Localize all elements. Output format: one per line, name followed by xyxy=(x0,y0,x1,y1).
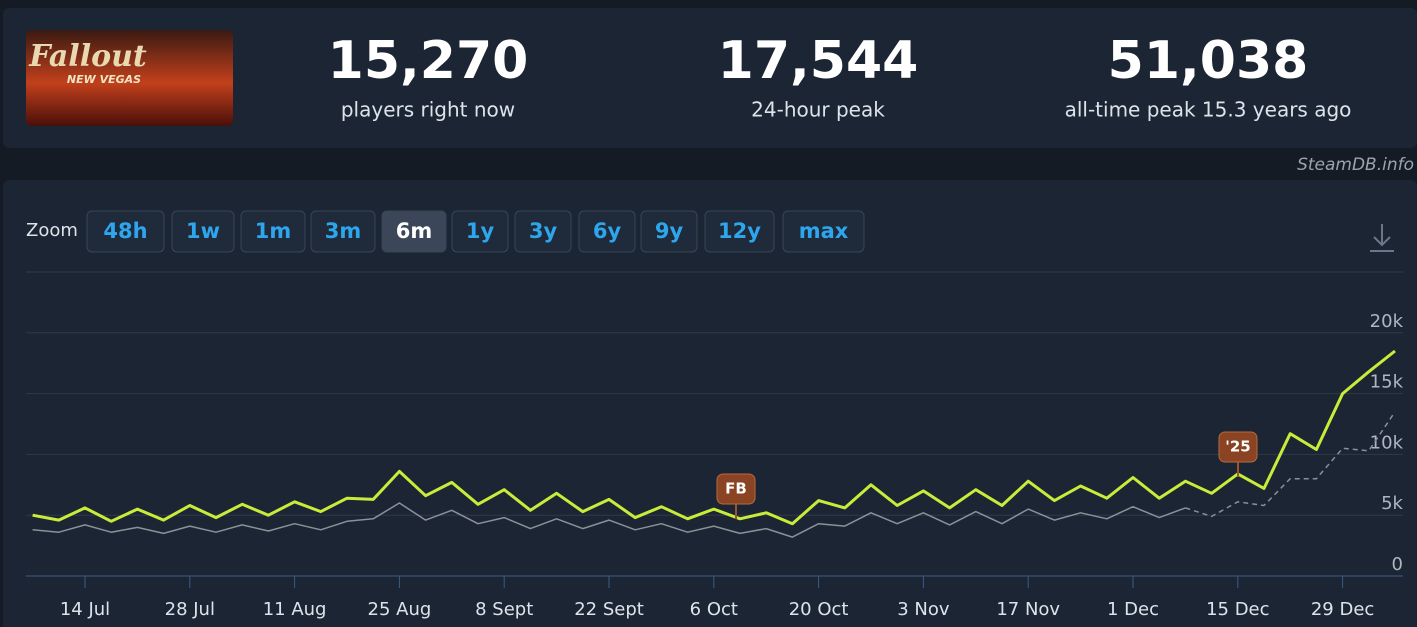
x-tick-label: 28 Jul xyxy=(165,599,215,620)
x-tick-label: 20 Oct xyxy=(789,599,849,620)
credit: SteamDB.info xyxy=(1297,155,1414,175)
zoom-label: Zoom xyxy=(26,220,78,241)
x-tick-label: 8 Sept xyxy=(475,599,533,620)
zoom-button[interactable]: 6y xyxy=(578,210,636,253)
stat-label: all-time peak 15.3 years ago xyxy=(1065,98,1352,122)
zoom-button-bg xyxy=(578,210,636,253)
zoom-button[interactable]: 1y xyxy=(451,210,509,253)
stat-label: 24-hour peak xyxy=(751,98,885,122)
zoom-button-label: max xyxy=(799,219,849,243)
zoom-button-bg xyxy=(86,210,165,253)
zoom-button-label: 9y xyxy=(655,219,684,243)
zoom-button-label: 48h xyxy=(103,219,147,243)
annotation-flag xyxy=(716,473,756,505)
zoom-button-label: 6y xyxy=(593,219,622,243)
zoom-button-bg xyxy=(514,210,572,253)
zoom-button[interactable]: 1m xyxy=(240,210,306,253)
y-tick-label: 5k xyxy=(1381,493,1403,514)
stat-label: players right now xyxy=(341,98,515,122)
zoom-button[interactable]: max xyxy=(782,210,865,253)
zoom-button-bg xyxy=(451,210,509,253)
series-line xyxy=(1185,411,1396,518)
zoom-button[interactable]: 1w xyxy=(171,210,235,253)
stats-panel xyxy=(3,8,1417,148)
zoom-button-label: 1w xyxy=(186,219,220,243)
zoom-button-bg xyxy=(310,210,376,253)
y-tick-label: 20k xyxy=(1370,311,1404,332)
zoom-button-bg xyxy=(704,210,775,253)
zoom-button-bg xyxy=(171,210,235,253)
logo-title: Fallout xyxy=(28,39,147,74)
y-tick-label: 0 xyxy=(1392,554,1403,575)
x-tick-label: 6 Oct xyxy=(690,599,738,620)
logo-subtitle: NEW VEGAS xyxy=(67,73,141,86)
x-tick-label: 17 Nov xyxy=(996,599,1060,620)
x-tick-label: 22 Sept xyxy=(574,599,644,620)
x-tick-label: 14 Jul xyxy=(60,599,110,620)
stat-value: 51,038 xyxy=(1108,31,1309,91)
x-tick-label: 25 Aug xyxy=(368,599,432,620)
zoom-button-label: 3y xyxy=(529,219,558,243)
y-tick-label: 15k xyxy=(1370,372,1404,393)
x-tick-label: 29 Dec xyxy=(1311,599,1374,620)
series-line xyxy=(32,349,1396,526)
zoom-button-label: 1y xyxy=(466,219,495,243)
zoom-button[interactable]: 48h xyxy=(86,210,165,253)
zoom-button[interactable]: 9y xyxy=(640,210,698,253)
zoom-button-bg xyxy=(640,210,698,253)
stat-value: 15,270 xyxy=(328,31,529,91)
zoom-button-label: 6m xyxy=(396,219,433,243)
zoom-button-bg xyxy=(782,210,865,253)
y-tick-label: 10k xyxy=(1370,432,1404,453)
x-tick-label: 1 Dec xyxy=(1107,599,1159,620)
zoom-button-label: 1m xyxy=(255,219,292,243)
x-tick-label: 11 Aug xyxy=(263,599,327,620)
zoom-button[interactable]: 12y xyxy=(704,210,775,253)
series-line xyxy=(32,502,1186,538)
annotation-label: FB xyxy=(725,480,747,498)
annotation-label: '25 xyxy=(1225,438,1250,456)
zoom-button-label: 3m xyxy=(325,219,362,243)
zoom-button-bg xyxy=(240,210,306,253)
game-logo xyxy=(26,30,233,126)
zoom-button-bg xyxy=(381,210,447,253)
zoom-button[interactable]: 3m xyxy=(310,210,376,253)
zoom-button-label: 12y xyxy=(718,219,761,243)
zoom-button[interactable]: 3y xyxy=(514,210,572,253)
zoom-button[interactable]: 6m xyxy=(381,210,447,253)
annotation-flag xyxy=(1218,431,1258,463)
x-tick-label: 3 Nov xyxy=(897,599,950,620)
download-button[interactable] xyxy=(1370,224,1394,252)
x-tick-label: 15 Dec xyxy=(1206,599,1269,620)
stat-value: 17,544 xyxy=(718,31,919,91)
